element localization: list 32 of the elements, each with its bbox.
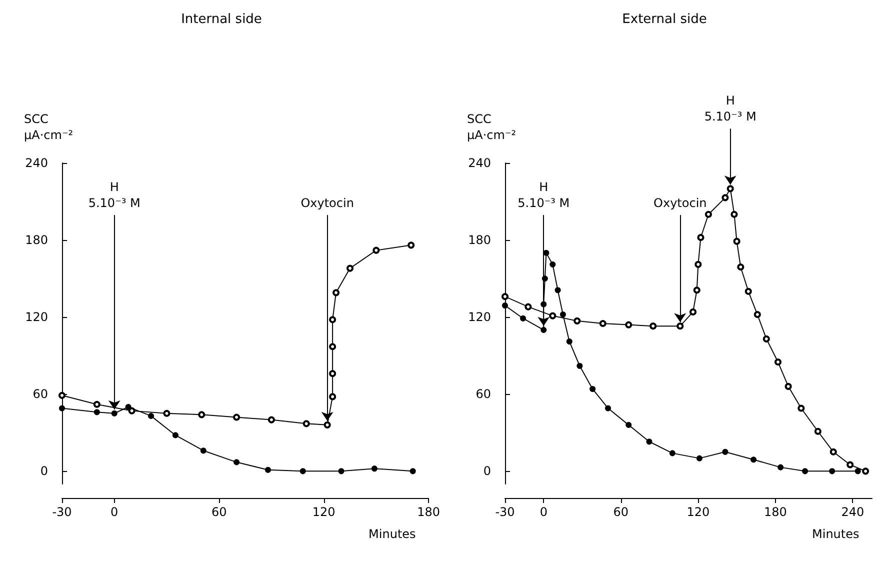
y-axis-title: SCC µA·cm⁻² <box>24 112 74 142</box>
y-tick-label: 180 <box>468 233 491 248</box>
x-tick-label: -30 <box>52 505 72 519</box>
y-tick-label: 180 <box>25 233 48 248</box>
x-axis-title: Minutes <box>812 527 860 541</box>
annotation: H 5.10⁻³ M <box>518 180 570 210</box>
y-tick-label: 120 <box>468 310 491 324</box>
annotation: H 5.10⁻³ M <box>88 180 140 210</box>
x-tick-label: 120 <box>686 505 710 519</box>
x-tick-label: 0 <box>110 505 118 519</box>
x-tick-label: 120 <box>312 505 336 519</box>
y-tick-label: 60 <box>476 387 491 402</box>
y-tick-label: 240 <box>468 156 491 170</box>
y-axis-title: SCC µA·cm⁻² <box>467 112 516 142</box>
annotation: Oxytocin <box>654 196 707 210</box>
chart-title: Internal side <box>181 12 262 27</box>
chart-title: External side <box>622 12 707 27</box>
x-axis-title: Minutes <box>368 527 416 541</box>
y-tick-label: 60 <box>32 387 48 402</box>
y-tick-label: 240 <box>25 156 48 170</box>
x-tick-label: -30 <box>495 505 515 519</box>
y-tick-label: 120 <box>25 310 48 324</box>
y-tick-label: 0 <box>40 464 48 478</box>
x-tick-label: 180 <box>417 505 440 519</box>
x-tick-label: 240 <box>841 505 864 519</box>
annotation: Oxytocin <box>300 196 354 210</box>
annotation: H 5.10⁻³ M <box>704 94 756 124</box>
x-tick-label: 60 <box>613 505 629 519</box>
y-tick-label: 0 <box>483 464 491 478</box>
x-tick-label: 0 <box>540 505 548 519</box>
x-tick-label: 60 <box>211 505 227 519</box>
x-tick-label: 180 <box>764 505 787 519</box>
